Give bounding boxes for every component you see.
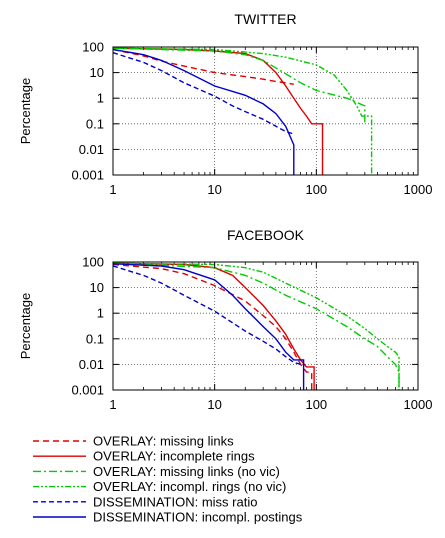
y-tick-label: 0.001 <box>71 168 104 183</box>
y-tick-label: 1 <box>97 91 104 106</box>
y-tick-label: 0.1 <box>86 331 104 346</box>
chart-title: TWITTER <box>234 11 296 27</box>
series-line-5 <box>112 52 295 135</box>
y-tick-label: 1 <box>97 306 104 321</box>
series-line-6 <box>112 48 295 175</box>
y-axis-label: Percentage <box>18 293 33 360</box>
series-line-5 <box>112 265 301 366</box>
legend-label-2: OVERLAY: incomplete rings <box>93 449 255 464</box>
y-tick-label: 0.01 <box>79 357 104 372</box>
series-line-6 <box>112 263 305 390</box>
series-line-1 <box>112 48 294 85</box>
chart-panel-2: FACEBOOK Percentage 1 10 100 1000 0.001 0.01 0.1… <box>18 227 432 412</box>
legend-label-5: DISSEMINATION: miss ratio <box>93 494 257 509</box>
chart-title: FACEBOOK <box>227 227 305 243</box>
legend-label-1: OVERLAY: missing links <box>93 434 234 449</box>
x-tick-label: 10 <box>207 397 221 412</box>
series-line-2 <box>112 262 315 390</box>
plot-frame <box>112 46 419 176</box>
series-line-3 <box>112 47 366 124</box>
x-tick-label: 1000 <box>404 182 433 197</box>
y-axis-label: Percentage <box>18 78 33 145</box>
legend-label-4: OVERLAY: incompl. rings (no vic) <box>93 479 286 494</box>
series-line-4 <box>112 262 400 390</box>
series-line-4 <box>112 47 373 175</box>
y-tick-label: 0.001 <box>71 383 104 398</box>
chart-panel-1: TWITTER Percentage 1 10 100 1000 0.001 0.01 0.1 1… <box>18 11 432 197</box>
plot-frame <box>112 261 419 391</box>
x-tick-label: 1 <box>109 397 116 412</box>
y-tick-label: 0.1 <box>86 116 104 131</box>
y-tick-label: 100 <box>82 255 104 270</box>
legend-label-3: OVERLAY: missing links (no vic) <box>93 464 280 479</box>
series-line-1 <box>112 263 313 390</box>
x-tick-label: 100 <box>305 397 327 412</box>
x-tick-label: 1 <box>109 182 116 197</box>
y-tick-label: 0.01 <box>79 142 104 157</box>
y-tick-label: 10 <box>90 65 104 80</box>
x-tick-label: 10 <box>207 182 221 197</box>
series-line-2 <box>112 47 324 175</box>
y-tick-label: 10 <box>90 280 104 295</box>
x-tick-label: 1000 <box>404 397 433 412</box>
x-tick-label: 100 <box>305 182 327 197</box>
y-tick-label: 100 <box>82 40 104 55</box>
series-line-3 <box>112 262 400 390</box>
legend-label-6: DISSEMINATION: incompl. postings <box>93 510 303 525</box>
